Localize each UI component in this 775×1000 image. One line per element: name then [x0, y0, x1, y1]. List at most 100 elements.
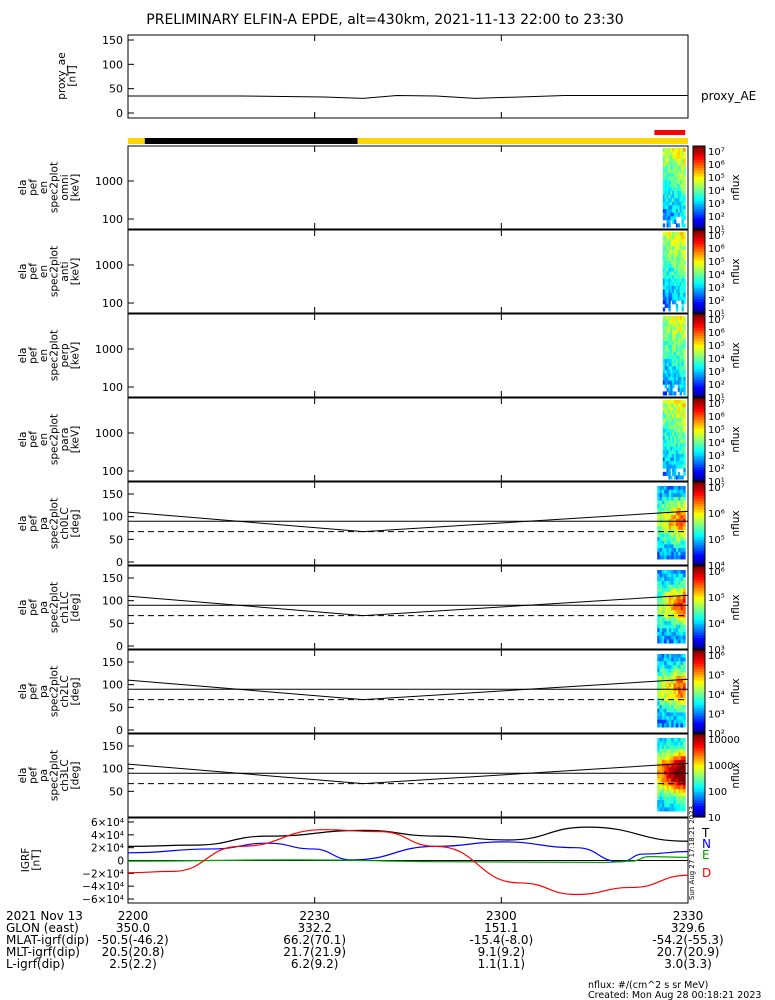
- pa-pixel: [673, 767, 677, 772]
- spectrogram-pixel: [681, 242, 684, 247]
- spectrogram-pixel: [666, 355, 669, 360]
- pa-pixel: [659, 657, 663, 662]
- spectrogram-pixel: [666, 446, 669, 451]
- pa-pixel: [668, 719, 672, 724]
- spectrogram-pixel: [670, 285, 673, 290]
- pa-pixel: [678, 675, 682, 681]
- spectrogram-pixel: [668, 216, 671, 221]
- colorbar-cell: [693, 761, 705, 766]
- spectrogram-pixel: [674, 432, 677, 437]
- pa-pixel: [659, 588, 663, 593]
- pa-pixel: [680, 800, 684, 805]
- pa-pixel: [675, 621, 679, 626]
- pa-pixel: [657, 511, 661, 516]
- colorbar-cell: [693, 249, 705, 253]
- pa-pixel: [678, 533, 682, 538]
- pa-pixel: [668, 723, 672, 728]
- spectrogram-pixel: [664, 155, 668, 160]
- pa-pixel: [657, 632, 661, 637]
- pa-pixel: [657, 635, 661, 640]
- spectrogram-pixel: [666, 450, 669, 455]
- colorbar-cell: [693, 148, 705, 153]
- colorbar-cell: [693, 730, 705, 734]
- colorbar-cell: [693, 658, 705, 662]
- spectrogram-pixel: [668, 348, 671, 353]
- pa-pixel: [671, 657, 675, 662]
- pa-pixel: [657, 774, 661, 779]
- pa-pixel: [675, 486, 679, 491]
- spectrogram-pixel: [677, 410, 681, 415]
- spectrogram-pixel: [664, 148, 668, 153]
- pa-pixel: [671, 675, 675, 681]
- spectrogram-pixel: [670, 169, 673, 174]
- ephem-value: 2.5(2.2): [109, 957, 157, 971]
- spectrogram-pixel: [681, 176, 684, 181]
- spectrogram-pixel: [670, 176, 673, 181]
- spectrogram-pixel: [672, 155, 675, 160]
- spectrogram-pixel: [681, 355, 684, 360]
- y-label-line: [keV]: [69, 426, 81, 454]
- spectrogram-pixel: [677, 191, 681, 196]
- spectrogram-pixel: [668, 278, 671, 283]
- spectrogram-pixel: [662, 333, 666, 339]
- pa-pixel: [664, 610, 668, 615]
- colorbar-cell: [693, 669, 705, 673]
- pa-pixel: [673, 778, 677, 783]
- colorbar-cell: [693, 786, 705, 790]
- y-label-line: en: [38, 349, 50, 362]
- spectrogram-pixel: [666, 319, 669, 324]
- pa-pixel: [668, 803, 672, 808]
- colorbar-tick-label: 1000: [708, 761, 733, 772]
- pa-pixel: [659, 606, 663, 611]
- pa-pixel: [678, 617, 682, 622]
- spectrogram-pixel: [670, 165, 673, 171]
- pa-pixel: [659, 577, 663, 582]
- spectrogram-pixel: [672, 380, 675, 385]
- colorbar-cell: [693, 509, 705, 514]
- pa-pixel: [657, 617, 661, 622]
- spectrogram-pixel: [668, 453, 671, 458]
- igrf-series-N: [127, 841, 689, 863]
- spectrogram-pixel: [677, 337, 681, 342]
- pa-pixel: [668, 679, 672, 684]
- pa-pixel: [678, 694, 682, 699]
- spectrogram-pixel: [681, 235, 684, 240]
- spectrogram-pixel: [675, 285, 679, 290]
- spectrogram-pixel: [683, 428, 686, 433]
- spectrogram-pixel: [679, 355, 682, 360]
- spectrogram-pixel: [668, 369, 671, 374]
- pa-pixel: [682, 759, 686, 765]
- pa-pixel: [661, 507, 665, 513]
- pa-pixel: [682, 507, 686, 513]
- colorbar-cell: [693, 750, 705, 754]
- spectrogram-pixel: [679, 173, 682, 178]
- spectrogram-pixel: [679, 351, 682, 356]
- pa-pixel: [657, 675, 661, 681]
- pa-pixel: [682, 486, 686, 491]
- pa-pixel: [675, 748, 679, 754]
- pa-pixel: [668, 489, 672, 494]
- spectrogram-pixel: [664, 216, 668, 221]
- pa-pixel: [661, 493, 665, 498]
- pa-pixel: [673, 515, 677, 520]
- pa-pixel: [664, 511, 668, 516]
- spectrogram-pixel: [674, 348, 677, 353]
- pa-pixel: [671, 591, 675, 597]
- spectrogram-pixel: [664, 330, 668, 335]
- pa-pixel: [666, 580, 670, 586]
- spectrogram-pixel: [674, 316, 677, 321]
- spectrogram-pixel: [666, 344, 669, 349]
- spectrogram-pixel: [664, 239, 668, 244]
- pa-pixel: [668, 664, 672, 670]
- pa-pixel: [682, 613, 686, 618]
- colorbar-cell: [693, 537, 705, 541]
- spectrogram-pixel: [670, 267, 673, 272]
- colorbar-tick-label: 10⁷: [708, 399, 725, 410]
- y-label-line: omni: [59, 174, 71, 200]
- pa-pixel: [675, 599, 679, 604]
- pa-pixel: [661, 577, 665, 582]
- ephem-row-label: 2021 Nov 13: [6, 909, 83, 923]
- pa-pixel: [671, 752, 675, 757]
- spectrogram-pixel: [677, 275, 681, 280]
